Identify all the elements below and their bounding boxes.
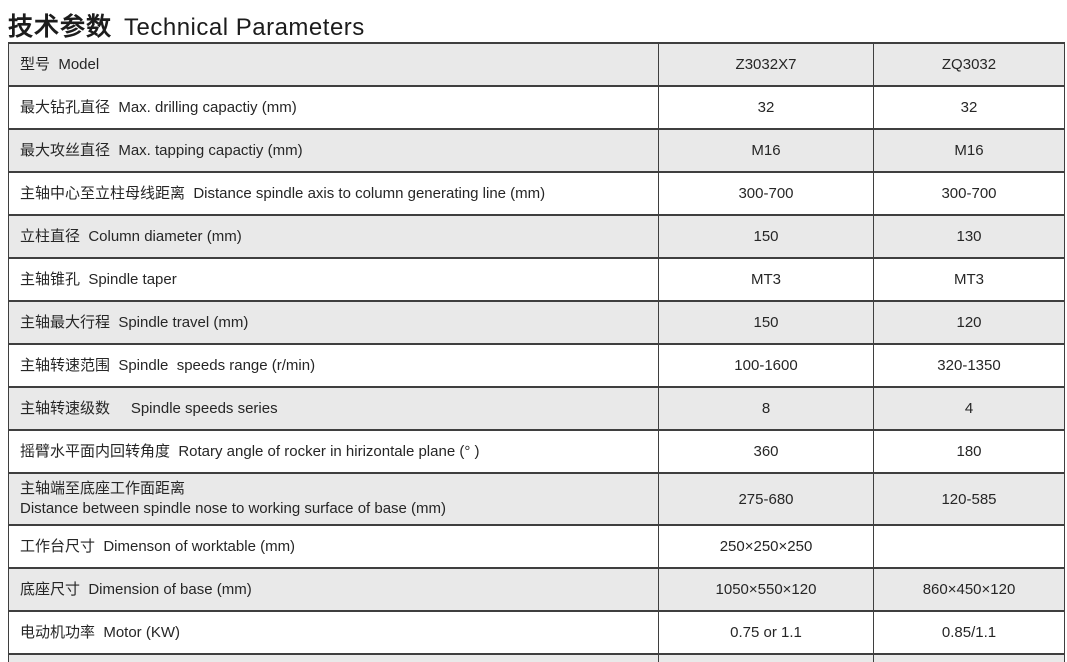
param-label: 主轴中心至立柱母线距离 Distance spindle axis to col…	[20, 184, 546, 202]
param-label-cell: 主轴中心至立柱母线距离 Distance spindle axis to col…	[8, 171, 659, 216]
value-cell-zq3032: 0.85/1.1	[873, 610, 1065, 655]
value-cell-zq3032: 130	[873, 214, 1065, 259]
param-label: 工作台尺寸 Dimenson of worktable (mm)	[20, 537, 296, 555]
value-cell-zq3032: 860×450×120	[873, 567, 1065, 612]
value-cell-z3032x7: 300-700	[658, 171, 874, 216]
param-label-cell: 主轴最大行程 Spindle travel (mm)	[8, 300, 659, 345]
value-cell-zq3032: MT3	[873, 257, 1065, 302]
value-cell-zq3032: 120-585	[873, 472, 1065, 526]
param-label-cell: 型号 Model	[8, 42, 659, 87]
technical-parameters-table: 型号 Model Z3032X7 ZQ3032 最大钻孔直径 Max. dril…	[8, 42, 1065, 662]
param-label-cell: 立柱直径 Column diameter (mm)	[8, 214, 659, 259]
value-cell-z3032x7: 275-680	[658, 472, 874, 526]
param-label-cell: 摇臂水平面内回转角度 Rotary angle of rocker in hir…	[8, 429, 659, 474]
param-label: 型号 Model	[20, 55, 100, 73]
value-cell-zq3032: 300-700	[873, 171, 1065, 216]
table-row: 主轴锥孔 Spindle taper MT3 MT3	[8, 257, 1065, 302]
param-label: 主轴锥孔 Spindle taper	[20, 270, 177, 288]
param-label-cell: 主轴端至底座工作面距离 Distance between spindle nose…	[8, 472, 659, 526]
param-label-cell: 主轴转速范围 Spindle speeds range (r/min)	[8, 343, 659, 388]
value-cell-z3032x7: Z3032X7	[658, 42, 874, 87]
table-row: 主轴中心至立柱母线距离 Distance spindle axis to col…	[8, 171, 1065, 216]
value-cell-z3032x7: 100-1600	[658, 343, 874, 388]
value-cell-zq3032: 280/320	[873, 653, 1065, 662]
value-cell-zq3032: 320-1350	[873, 343, 1065, 388]
table-row: 主轴转速级数 Spindle speeds series 8 4	[8, 386, 1065, 431]
value-cell-z3032x7: 380/475	[658, 653, 874, 662]
param-label-cell: 电动机功率 Motor (KW)	[8, 610, 659, 655]
value-cell-zq3032: 180	[873, 429, 1065, 474]
param-label-line2: Distance between spindle nose to working…	[20, 500, 447, 517]
value-cell-z3032x7: 150	[658, 300, 874, 345]
value-cell-z3032x7: 250×250×250	[658, 524, 874, 569]
param-label-cell: 主轴锥孔 Spindle taper	[8, 257, 659, 302]
value-cell-z3032x7: M16	[658, 128, 874, 173]
value-cell-z3032x7: 360	[658, 429, 874, 474]
param-label: 主轴转速范围 Spindle speeds range (r/min)	[20, 356, 316, 374]
table-row: 净重 / 毛重 N.W./G.W (kg) 380/475 280/320	[8, 653, 1065, 662]
param-label: 最大钻孔直径 Max. drilling capactiy (mm)	[20, 98, 297, 116]
param-label: 摇臂水平面内回转角度 Rotary angle of rocker in hir…	[20, 442, 480, 460]
param-label-cell: 最大钻孔直径 Max. drilling capactiy (mm)	[8, 85, 659, 130]
table-body: 型号 Model Z3032X7 ZQ3032 最大钻孔直径 Max. dril…	[8, 42, 1065, 662]
table-row: 摇臂水平面内回转角度 Rotary angle of rocker in hir…	[8, 429, 1065, 474]
table-row: 立柱直径 Column diameter (mm) 150 130	[8, 214, 1065, 259]
param-label-cell: 底座尺寸 Dimension of base (mm)	[8, 567, 659, 612]
table-row: 型号 Model Z3032X7 ZQ3032	[8, 42, 1065, 87]
value-cell-zq3032	[873, 524, 1065, 569]
param-label: 主轴最大行程 Spindle travel (mm)	[20, 313, 249, 331]
param-label: 电动机功率 Motor (KW)	[20, 623, 180, 641]
value-cell-zq3032: 4	[873, 386, 1065, 431]
table-row: 最大钻孔直径 Max. drilling capactiy (mm) 32 32	[8, 85, 1065, 130]
param-label: 最大攻丝直径 Max. tapping capactiy (mm)	[20, 141, 303, 159]
value-cell-z3032x7: 32	[658, 85, 874, 130]
table-row: 主轴最大行程 Spindle travel (mm) 150 120	[8, 300, 1065, 345]
value-cell-z3032x7: 150	[658, 214, 874, 259]
param-label-cell: 主轴转速级数 Spindle speeds series	[8, 386, 659, 431]
table-row: 主轴端至底座工作面距离 Distance between spindle nose…	[8, 472, 1065, 526]
param-label: 主轴端至底座工作面距离	[20, 480, 186, 497]
value-cell-zq3032: M16	[873, 128, 1065, 173]
table-row: 主轴转速范围 Spindle speeds range (r/min) 100-…	[8, 343, 1065, 388]
page-title-zh: 技术参数	[8, 13, 113, 41]
value-cell-z3032x7: MT3	[658, 257, 874, 302]
param-label: 底座尺寸 Dimension of base (mm)	[20, 580, 252, 598]
param-label-cell: 最大攻丝直径 Max. tapping capactiy (mm)	[8, 128, 659, 173]
param-label-cell: 工作台尺寸 Dimenson of worktable (mm)	[8, 524, 659, 569]
value-cell-zq3032: 32	[873, 85, 1065, 130]
page-title-en: Technical Parameters	[124, 14, 365, 41]
page-title: 技术参数 Technical Parameters	[0, 0, 1067, 42]
param-label: 主轴转速级数 Spindle speeds series	[20, 399, 278, 417]
param-label: 立柱直径 Column diameter (mm)	[20, 227, 242, 245]
value-cell-zq3032: ZQ3032	[873, 42, 1065, 87]
table-row: 底座尺寸 Dimension of base (mm) 1050×550×120…	[8, 567, 1065, 612]
value-cell-z3032x7: 8	[658, 386, 874, 431]
value-cell-z3032x7: 1050×550×120	[658, 567, 874, 612]
table-row: 工作台尺寸 Dimenson of worktable (mm) 250×250…	[8, 524, 1065, 569]
value-cell-zq3032: 120	[873, 300, 1065, 345]
param-label-cell: 净重 / 毛重 N.W./G.W (kg)	[8, 653, 659, 662]
value-cell-z3032x7: 0.75 or 1.1	[658, 610, 874, 655]
table-row: 电动机功率 Motor (KW) 0.75 or 1.1 0.85/1.1	[8, 610, 1065, 655]
table-row: 最大攻丝直径 Max. tapping capactiy (mm) M16 M1…	[8, 128, 1065, 173]
